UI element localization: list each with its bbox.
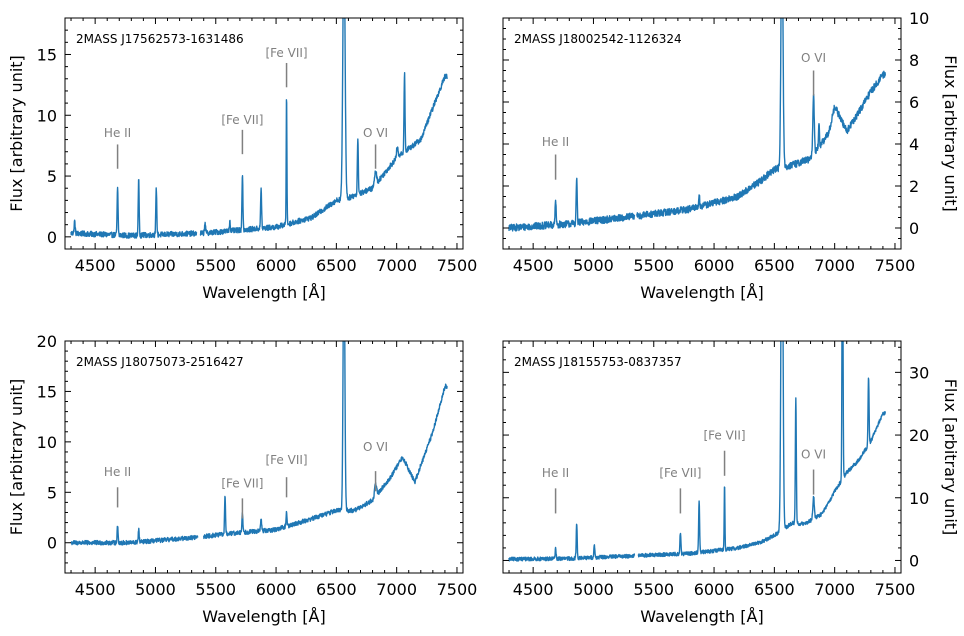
annotation-label: [Fe VII]	[221, 476, 263, 490]
y-tick-label: 20	[909, 426, 929, 445]
y-axis-label: Flux [arbitrary unit]	[941, 55, 960, 212]
panel-2: 4500 5000 5500 6000 6500 7000 7500 0 2 4 6 8 10 Wavel…	[502, 9, 960, 302]
x-tick-label: 6500	[754, 256, 795, 275]
annotation-label: He II	[104, 465, 131, 479]
annotation-label: [Fe VII]	[704, 428, 746, 442]
annotation-label: He II	[542, 135, 569, 149]
panel-3: 4500 5000 5500 6000 6500 7000 7500 0 5 10 15 20 Wave…	[7, 332, 478, 626]
y-axis-label: Flux [arbitrary unit]	[7, 379, 26, 536]
x-tick-label: 6000	[694, 580, 735, 599]
y-tick-label: 5	[47, 167, 57, 186]
panel-title: 2MASS J18155753-0837357	[514, 355, 682, 369]
y-axis-label: Flux [arbitrary unit]	[941, 379, 960, 536]
x-tick-label: 5000	[573, 256, 614, 275]
annotation-label: O VI	[801, 447, 826, 461]
panel-title: 2MASS J17562573-1631486	[76, 32, 244, 46]
y-tick-label: 0	[47, 534, 57, 553]
x-tick-label: 4500	[75, 256, 116, 275]
y-tick-label: 8	[909, 51, 919, 70]
y-tick-label: 0	[47, 228, 57, 247]
y-tick-label: 15	[37, 45, 57, 64]
y-tick-label: 20	[37, 332, 57, 351]
x-tick-label: 6000	[256, 580, 297, 599]
annotation-label: [Fe VII]	[221, 113, 263, 127]
y-tick-label: 10	[909, 489, 929, 508]
x-tick-label: 5500	[195, 256, 236, 275]
annotation-label: [Fe VII]	[659, 466, 701, 480]
panel-4: 4500 5000 5500 6000 6500 7000 7500 0 10 20 30 Wavel…	[502, 340, 960, 626]
x-tick-label: 6500	[316, 580, 357, 599]
annotation-label: O VI	[363, 126, 388, 140]
x-tick-label: 6500	[316, 256, 357, 275]
x-tick-label: 4500	[75, 580, 116, 599]
x-tick-label: 7000	[814, 256, 855, 275]
y-tick-label: 10	[37, 106, 57, 125]
y-tick-label: 15	[37, 382, 57, 401]
x-tick-label: 5000	[573, 580, 614, 599]
panel-title: 2MASS J18075073-2516427	[76, 355, 244, 369]
x-tick-label: 7500	[875, 256, 916, 275]
panel-title: 2MASS J18002542-1126324	[514, 32, 682, 46]
spectrum-line	[70, 18, 448, 239]
plot-frame	[502, 17, 902, 250]
y-tick-label: 2	[909, 177, 919, 196]
x-tick-label: 6500	[754, 580, 795, 599]
annotation-label: [Fe VII]	[266, 46, 308, 60]
x-tick-label: 6000	[694, 256, 735, 275]
x-tick-label: 4500	[513, 256, 554, 275]
x-tick-label: 7500	[437, 256, 478, 275]
x-tick-label: 5500	[633, 256, 674, 275]
y-tick-label: 0	[909, 551, 919, 570]
x-tick-label: 7000	[376, 580, 417, 599]
x-axis-label: Wavelength [Å]	[202, 283, 325, 302]
y-tick-label: 30	[909, 363, 929, 382]
y-tick-label: 4	[909, 135, 919, 154]
x-tick-label: 6000	[256, 256, 297, 275]
panel-1: 4500 5000 5500 6000 6500 7000 7500 0 5 10 15 Wavele…	[7, 17, 478, 302]
x-axis-label: Wavelength [Å]	[202, 607, 325, 626]
x-tick-label: 5000	[135, 256, 176, 275]
x-tick-label: 5500	[633, 580, 674, 599]
spectrum-line	[508, 341, 887, 562]
annotation-label: He II	[542, 466, 569, 480]
y-tick-label: 5	[47, 483, 57, 502]
x-tick-label: 5000	[135, 580, 176, 599]
x-tick-label: 7500	[437, 580, 478, 599]
spectrum-line	[70, 341, 448, 546]
y-axis-label: Flux [arbitrary unit]	[7, 55, 26, 212]
x-tick-label: 7000	[814, 580, 855, 599]
annotation-label: O VI	[801, 51, 826, 65]
x-tick-label: 4500	[513, 580, 554, 599]
x-tick-label: 7500	[875, 580, 916, 599]
y-tick-label: 6	[909, 93, 919, 112]
x-axis-label: Wavelength [Å]	[640, 607, 763, 626]
annotation-label: O VI	[363, 440, 388, 454]
y-tick-label: 0	[909, 219, 919, 238]
annotation-label: He II	[104, 126, 131, 140]
spectrum-line	[508, 18, 887, 232]
plot-frame	[64, 340, 464, 574]
annotation-label: [Fe VII]	[266, 453, 308, 467]
x-tick-label: 7000	[376, 256, 417, 275]
y-tick-label: 10	[37, 433, 57, 452]
x-tick-label: 5500	[195, 580, 236, 599]
y-tick-label: 10	[909, 9, 929, 28]
x-axis-label: Wavelength [Å]	[640, 283, 763, 302]
